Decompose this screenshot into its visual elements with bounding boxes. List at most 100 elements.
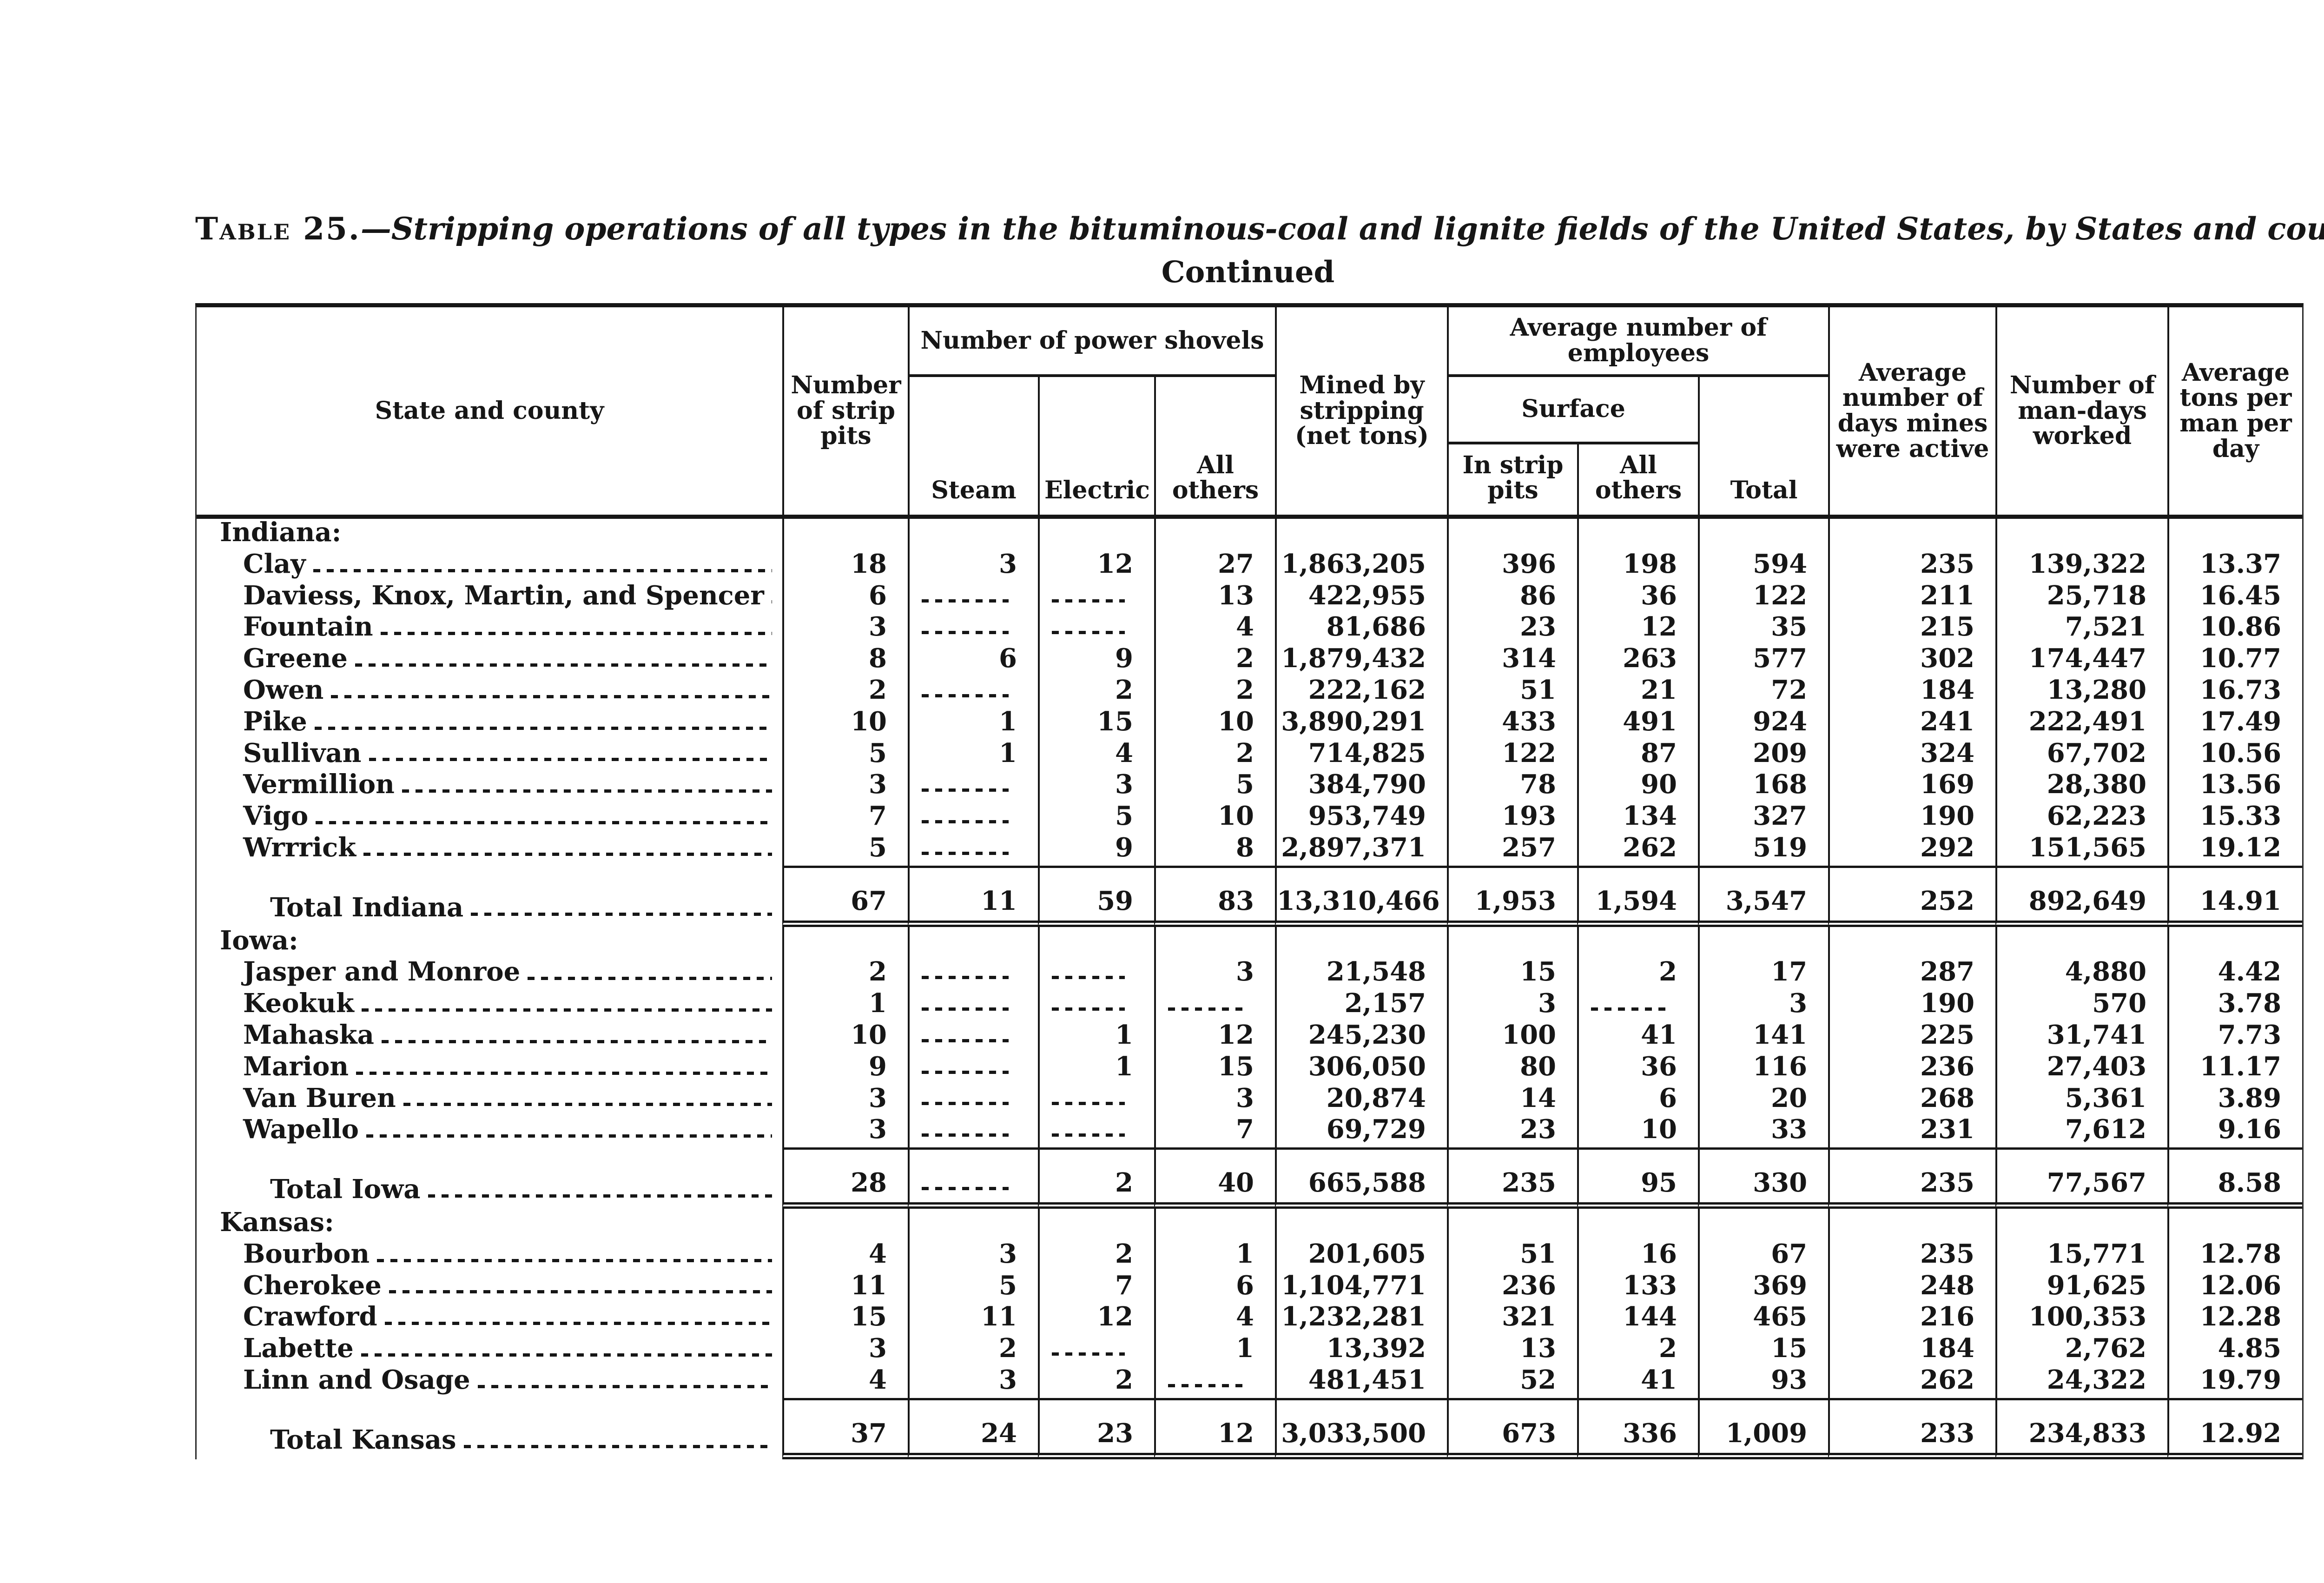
no-data-dashes [1052,631,1125,635]
value-cell: 134 [1577,802,1698,834]
value-cell: 36 [1577,582,1698,614]
value-cell: 9 [1038,645,1154,676]
col-header-mandays: Number of man-days worked [1995,307,2168,519]
value-cell [1154,1366,1275,1398]
value-cell: 11 [908,1303,1038,1335]
value-cell: 35 [1698,613,1828,645]
group-header-surface: Surface [1447,377,1698,444]
value-cell: 235 [1828,1147,1996,1209]
table-body: Indiana: Clay 18 3 12 27 1,863,205 396 198 594 235… [197,519,2303,1459]
county-cell: Vermillion [197,771,782,802]
value-cell: 4,880 [1995,958,2167,990]
value-cell: 369 [1698,1272,1828,1304]
value-cell: 19.12 [2167,834,2302,866]
value-cell: 2,762 [1995,1335,2167,1366]
county-cell: Owen [197,676,782,708]
value-cell: 59 [1038,865,1154,927]
value-cell: 10 [782,708,908,740]
value-cell: 80 [1447,1053,1577,1085]
value-cell: 3 [1698,990,1828,1021]
value-cell: 184 [1828,676,1995,708]
state-label: Kansas: [220,1206,334,1238]
value-cell: 17 [1698,958,1828,990]
value-cell: 4 [1038,739,1154,771]
table-row: Pike 10 1 15 10 3,890,291 433 491 924 241 222,491 1… [197,708,2302,740]
county-name: Marion [243,1051,349,1082]
blank-cell [1447,519,1577,550]
table-caption: Table 25.—Stripping operations of all ty… [195,210,2324,246]
value-cell: 577 [1698,645,1828,676]
dotted-leader [316,821,772,824]
value-cell: 41 [1577,1366,1698,1398]
county-name: Labette [243,1333,354,1364]
value-cell: 222,491 [1995,708,2167,740]
no-data-dashes [1052,976,1125,980]
value-cell: 24,322 [1995,1366,2167,1398]
value-cell: 3 [1038,771,1154,803]
value-cell: 67 [1698,1240,1828,1272]
table-row: Linn and Osage 4 3 2 481,451 52 41 93 262 24,322 1… [197,1366,2302,1398]
value-cell [908,802,1038,834]
value-cell: 1,953 [1447,865,1578,927]
value-cell [908,771,1038,803]
value-cell: 5,361 [1995,1084,2167,1116]
value-cell: 20,874 [1275,1084,1447,1116]
value-cell: 9.16 [2167,1116,2302,1148]
dotted-leader [314,726,772,730]
value-cell: 1 [1154,1335,1275,1366]
section-row: Indiana: [197,519,2302,550]
blank-cell [1698,519,1828,550]
county-name: Linn and Osage [243,1364,470,1395]
table-row: Jasper and Monroe 2 3 21,548 15 2 17 287 4,880 4.… [197,958,2302,990]
col-header-days-active: Average number of days mines were active [1828,307,1996,519]
no-data-dashes [922,1102,1009,1106]
value-cell [908,1021,1038,1053]
value-cell: 198 [1577,550,1698,582]
value-cell: 2 [1038,1366,1154,1398]
value-cell: 2 [1038,1240,1154,1272]
value-cell: 52 [1447,1366,1577,1398]
county-name: Vigo [243,801,309,832]
value-cell: 1,879,432 [1275,645,1447,676]
county-cell: Linn and Osage [197,1366,782,1398]
table-row: Cherokee 11 5 7 6 1,104,771 236 133 369 248 91,625… [197,1272,2302,1304]
county-name: Wapello [243,1114,359,1145]
value-cell: 20 [1698,1084,1828,1116]
value-cell: 211 [1828,582,1995,614]
value-cell: 714,825 [1275,739,1447,771]
county-cell: Mahaska [197,1021,782,1053]
value-cell: 193 [1447,802,1577,834]
no-data-dashes [922,631,1009,635]
section-row: Iowa: [197,927,2302,959]
blank-cell [1577,1208,1698,1240]
value-cell: 51 [1447,1240,1577,1272]
value-cell: 3 [1154,1084,1275,1116]
blank-cell [1275,927,1447,959]
value-cell: 10.86 [2167,613,2302,645]
value-cell: 2 [782,676,908,708]
value-cell: 924 [1698,708,1828,740]
table-row: Vermillion 3 3 5 384,790 78 90 168 169 28,380 13.5… [197,771,2302,803]
value-cell: 6 [1154,1272,1275,1304]
value-cell: 174,447 [1995,645,2167,676]
value-cell: 12.06 [2167,1272,2302,1304]
blank-cell [908,519,1038,550]
value-cell: 36 [1577,1053,1698,1085]
col-header-electric: Electric [1038,377,1154,519]
blank-cell [1698,1208,1828,1240]
county-cell: Cherokee [197,1272,782,1304]
dotted-leader [356,1071,772,1075]
blank-cell [1828,927,1995,959]
value-cell: 3 [1447,990,1577,1021]
total-label-cell: Total Kansas [197,1398,782,1459]
blank-cell [908,927,1038,959]
value-cell [908,676,1038,708]
total-row: Total Indiana 67 11 59 83 13,310,466 1,953 1,59… [197,865,2303,927]
col-header-surface-all-others: All others [1577,444,1698,519]
value-cell: 1,104,771 [1275,1272,1447,1304]
county-cell: Labette [197,1335,782,1366]
value-cell: 314 [1447,645,1577,676]
value-cell [1154,990,1275,1021]
table-row: Greene 8 6 9 2 1,879,432 314 263 577 302 174,447 10… [197,645,2302,676]
value-cell: 168 [1698,771,1828,803]
